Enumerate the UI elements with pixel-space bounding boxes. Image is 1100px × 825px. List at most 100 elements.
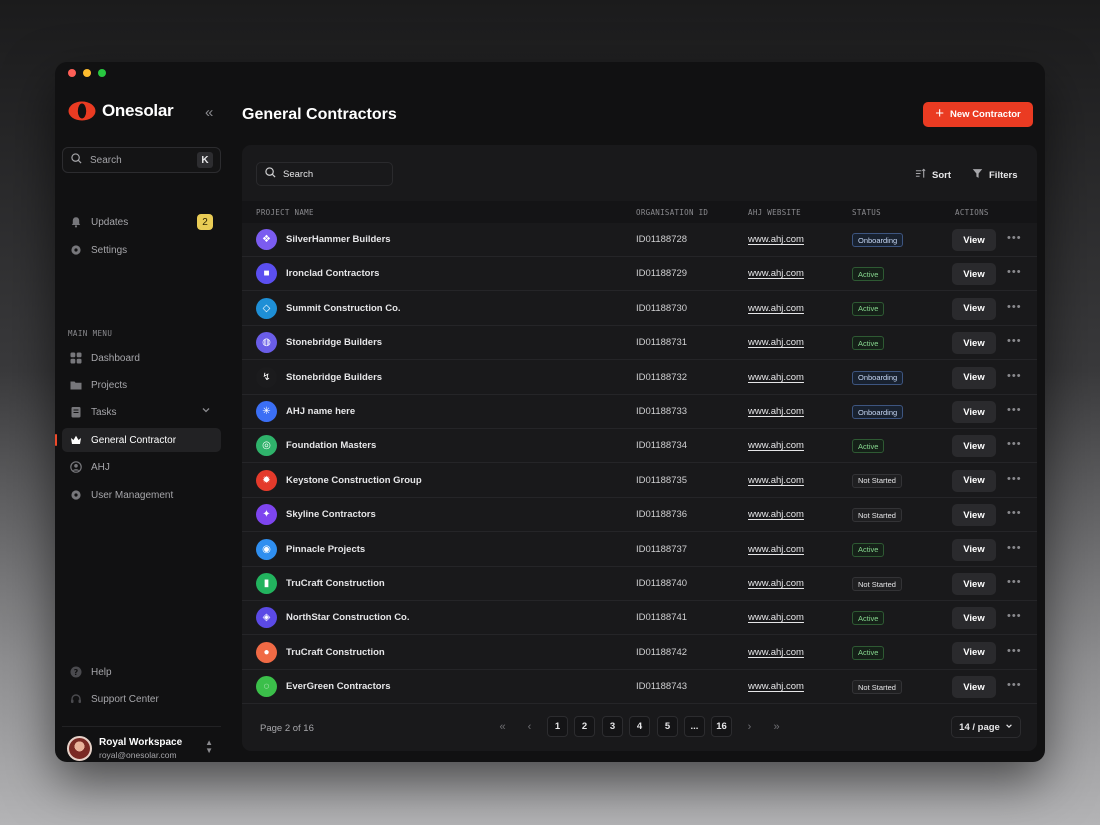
more-options-icon[interactable]: ••• (1007, 404, 1022, 416)
project-name: SilverHammer Builders (286, 234, 391, 245)
ahj-website-link[interactable]: www.ahj.com (748, 612, 804, 624)
sidebar-item-settings[interactable]: Settings (62, 238, 221, 262)
chevron-down-icon[interactable] (201, 405, 211, 418)
column-header-ahj-website[interactable]: AHJ WEBSITE (748, 208, 801, 217)
company-logo-icon: ↯ (256, 366, 277, 388)
sidebar-item-tasks[interactable]: Tasks (62, 400, 221, 424)
column-header-status[interactable]: STATUS (852, 208, 881, 217)
page-size-select[interactable]: 14 / page (951, 716, 1021, 738)
ahj-website-link[interactable]: www.ahj.com (748, 509, 804, 521)
table-row[interactable]: ❖ SilverHammer Builders ID01188728 www.ahj.… (242, 223, 1037, 257)
view-button[interactable]: View (952, 607, 996, 630)
ahj-website-link[interactable]: www.ahj.com (748, 268, 804, 280)
table-row[interactable]: ✦ Skyline Contractors ID01188736 www.ahj.co… (242, 498, 1037, 533)
more-options-icon[interactable]: ••• (1007, 679, 1022, 692)
ahj-website-link[interactable]: www.ahj.com (748, 474, 804, 486)
sidebar: Onesolar « Search K Updates 2 Settings M… (55, 84, 230, 762)
sidebar-item-updates[interactable]: Updates 2 (62, 210, 221, 234)
workspace-switcher[interactable]: Royal Workspace royal@onesolar.com ▲ ▼ (62, 726, 221, 762)
view-button[interactable]: View (952, 538, 996, 561)
table-row[interactable]: ▮ TruCraft Construction ID01188740 www.ahj.… (242, 567, 1037, 601)
collapse-sidebar-icon[interactable]: « (205, 104, 214, 121)
table-row[interactable]: ■ Ironclad Contractors ID01188729 www.ahj.c… (242, 257, 1037, 292)
sort-button[interactable]: Sort (915, 168, 951, 182)
table-row[interactable]: ↯ Stonebridge Builders ID01188732 www.ahj.c… (242, 361, 1037, 395)
view-button[interactable]: View (952, 332, 996, 355)
page-ellipsis[interactable]: ... (684, 716, 705, 737)
more-options-icon[interactable]: ••• (1007, 438, 1022, 451)
first-page-icon[interactable]: « (499, 720, 506, 733)
minimize-window-button[interactable] (83, 69, 91, 77)
ahj-website-link[interactable]: www.ahj.com (748, 646, 804, 658)
previous-page-icon[interactable]: ‹ (527, 720, 532, 733)
sidebar-item-support-center[interactable]: Support Center (62, 687, 221, 711)
view-button[interactable]: View (952, 573, 996, 595)
app-window: Onesolar « Search K Updates 2 Settings M… (55, 62, 1045, 762)
view-button[interactable]: View (952, 504, 996, 527)
status-badge: Active (852, 336, 885, 351)
more-options-icon[interactable]: ••• (1007, 335, 1022, 348)
page-button-5[interactable]: 5 (657, 716, 678, 737)
sidebar-item-user-management[interactable]: User Management (62, 483, 221, 507)
table-row[interactable]: ◇ Summit Construction Co. ID01188730 www.ah… (242, 292, 1037, 326)
page-button-16[interactable]: 16 (711, 716, 732, 737)
sidebar-item-help[interactable]: ? Help (62, 660, 221, 684)
table-row[interactable]: ◍ Stonebridge Builders ID01188731 www.ahj.c… (242, 326, 1037, 361)
more-options-icon[interactable]: ••• (1007, 369, 1022, 382)
table-row[interactable]: ✳ AHJ name here ID01188733 www.ahj.com Onboa… (242, 395, 1037, 429)
table-row[interactable]: ✹ Keystone Construction Group ID01188735 ww… (242, 464, 1037, 498)
table-search-input[interactable]: Search (256, 162, 393, 186)
page-button-1[interactable]: 1 (547, 716, 568, 737)
app-logo[interactable]: Onesolar (68, 101, 174, 121)
ahj-website-link[interactable]: www.ahj.com (748, 234, 804, 245)
sidebar-search-input[interactable]: Search K (62, 147, 221, 173)
more-options-icon[interactable]: ••• (1007, 610, 1022, 623)
next-page-icon[interactable]: › (747, 720, 752, 733)
ahj-website-link[interactable]: www.ahj.com (748, 337, 804, 349)
view-button[interactable]: View (952, 263, 996, 286)
table-row[interactable]: ● TruCraft Construction ID01188742 www.ahj.… (242, 636, 1037, 670)
contractors-panel: Search Sort Filters PROJECT NAME ORGANIS… (242, 145, 1037, 751)
view-button[interactable]: View (952, 435, 996, 458)
view-button[interactable]: View (952, 229, 996, 251)
view-button[interactable]: View (952, 469, 996, 492)
last-page-icon[interactable]: » (773, 720, 780, 733)
view-button[interactable]: View (952, 297, 996, 320)
ahj-website-link[interactable]: www.ahj.com (748, 578, 804, 589)
ahj-website-link[interactable]: www.ahj.com (748, 543, 804, 555)
table-row[interactable]: ◌ EverGreen Contractors ID01188743 www.ahj.… (242, 670, 1037, 705)
filters-button[interactable]: Filters (972, 168, 1018, 182)
column-header-project-name[interactable]: PROJECT NAME (256, 208, 314, 217)
page-button-3[interactable]: 3 (602, 716, 623, 737)
view-button[interactable]: View (952, 676, 996, 699)
ahj-website-link[interactable]: www.ahj.com (748, 406, 804, 417)
ahj-website-link[interactable]: www.ahj.com (748, 681, 804, 693)
page-button-2[interactable]: 2 (574, 716, 595, 737)
more-options-icon[interactable]: ••• (1007, 232, 1022, 244)
sidebar-item-dashboard[interactable]: Dashboard (62, 346, 221, 370)
more-options-icon[interactable]: ••• (1007, 300, 1022, 313)
more-options-icon[interactable]: ••• (1007, 472, 1022, 485)
sidebar-item-general-contractor[interactable]: General Contractor (55, 428, 221, 452)
view-button[interactable]: View (952, 641, 996, 664)
table-row[interactable]: ◈ NorthStar Construction Co. ID01188741 www… (242, 601, 1037, 636)
close-window-button[interactable] (68, 69, 76, 77)
more-options-icon[interactable]: ••• (1007, 507, 1022, 520)
more-options-icon[interactable]: ••• (1007, 644, 1022, 657)
ahj-website-link[interactable]: www.ahj.com (748, 440, 804, 452)
zoom-window-button[interactable] (98, 69, 106, 77)
ahj-website-link[interactable]: www.ahj.com (748, 371, 804, 383)
view-button[interactable]: View (952, 366, 996, 389)
sidebar-item-ahj[interactable]: AHJ (62, 455, 221, 479)
more-options-icon[interactable]: ••• (1007, 541, 1022, 554)
ahj-website-link[interactable]: www.ahj.com (748, 302, 804, 314)
view-button[interactable]: View (952, 401, 996, 423)
page-button-4[interactable]: 4 (629, 716, 650, 737)
more-options-icon[interactable]: ••• (1007, 266, 1022, 279)
column-header-organisation-id[interactable]: ORGANISATION ID (636, 208, 709, 217)
table-row[interactable]: ◉ Pinnacle Projects ID01188737 www.ahj.com A… (242, 533, 1037, 567)
new-contractor-button[interactable]: + New Contractor (923, 102, 1033, 127)
sidebar-item-projects[interactable]: Projects (62, 373, 221, 397)
more-options-icon[interactable]: ••• (1007, 576, 1022, 588)
table-row[interactable]: ◎ Foundation Masters ID01188734 www.ahj.com… (242, 429, 1037, 464)
